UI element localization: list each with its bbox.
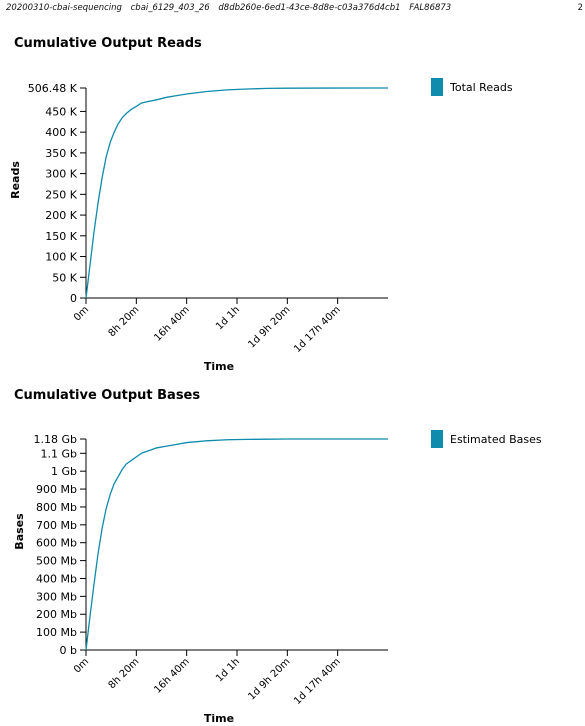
y-tick-label: 250 K: [45, 188, 77, 201]
y-tick-label: 200 K: [45, 209, 77, 222]
series-line: [85, 438, 388, 651]
y-tick-label: 1.18 Gb: [34, 433, 78, 446]
legend-label: Estimated Bases: [450, 433, 542, 446]
x-tick-label: 8h 20m: [107, 656, 142, 691]
y-tick-label: 900 Mb: [36, 483, 77, 496]
legend-swatch: [431, 430, 443, 448]
y-tick-label: 506.48 K: [28, 82, 78, 95]
x-tick-label: 1d 9h 20m: [246, 656, 292, 702]
x-tick-label: 1d 17h 40m: [292, 656, 343, 707]
x-tick-label: 0m: [72, 656, 91, 675]
legend-swatch: [431, 78, 443, 96]
y-tick-label: 400 Mb: [36, 572, 77, 585]
series-line: [85, 87, 388, 299]
legend-label: Total Reads: [449, 81, 513, 94]
y-tick-label: 0: [70, 292, 77, 305]
sample-id: cbai_6129_403_26: [130, 3, 210, 13]
y-tick-label: 700 Mb: [36, 519, 77, 532]
reads-chart-title: Cumulative Output Reads: [14, 36, 202, 51]
y-tick-label: 300 K: [45, 168, 77, 181]
y-tick-label: 450 K: [45, 105, 77, 118]
y-tick-label: 100 Mb: [36, 626, 77, 639]
x-axis-title: Time: [204, 360, 234, 373]
bases-chart-title: Cumulative Output Bases: [14, 388, 201, 403]
y-tick-label: 1.1 Gb: [41, 447, 78, 460]
run-id: d8db260e-6ed1-43ce-8d8e-c03a376d4cb1: [218, 3, 401, 13]
y-tick-label: 150 K: [45, 230, 77, 243]
x-axis-title: Time: [204, 712, 234, 722]
y-tick-label: 800 Mb: [36, 501, 77, 514]
x-tick-label: 8h 20m: [107, 304, 142, 339]
y-tick-label: 200 Mb: [36, 608, 77, 621]
x-tick-label: 0m: [72, 304, 91, 323]
y-tick-label: 400 K: [45, 126, 77, 139]
y-tick-label: 500 Mb: [36, 555, 77, 568]
y-axis-title: Reads: [9, 161, 22, 199]
flowcell-id: FAL86873: [409, 3, 452, 13]
page-number: 2: [577, 3, 583, 13]
y-tick-label: 50 K: [52, 271, 77, 284]
x-tick-label: 1d 9h 20m: [246, 304, 292, 350]
bases-chart: 0 b 100 Mb 200 Mb 300 Mb 400 Mb 500 Mb 600 Mb 7…: [13, 430, 542, 722]
run-info: 20200310-cbai-sequencing cbai_6129_403_2…: [6, 3, 457, 13]
x-tick-label: 16h 40m: [152, 656, 191, 695]
y-tick-label: 100 K: [45, 251, 77, 264]
run-name: 20200310-cbai-sequencing: [6, 3, 122, 13]
y-tick-label: 300 Mb: [36, 590, 77, 603]
x-tick-label: 1d 1h: [214, 656, 242, 684]
x-tick-label: 1d 1h: [214, 304, 242, 332]
y-tick-label: 0 b: [60, 644, 77, 657]
y-tick-label: 350 K: [45, 147, 77, 160]
y-tick-label: 1 Gb: [51, 465, 77, 478]
y-tick-label: 600 Mb: [36, 537, 77, 550]
reads-chart: 0 50 K 100 K 150 K 200 K 250 K 300 K 350 K 400 K…: [9, 78, 513, 373]
x-tick-label: 16h 40m: [152, 304, 191, 343]
y-axis-title: Bases: [13, 513, 26, 550]
x-tick-label: 1d 17h 40m: [292, 304, 343, 355]
